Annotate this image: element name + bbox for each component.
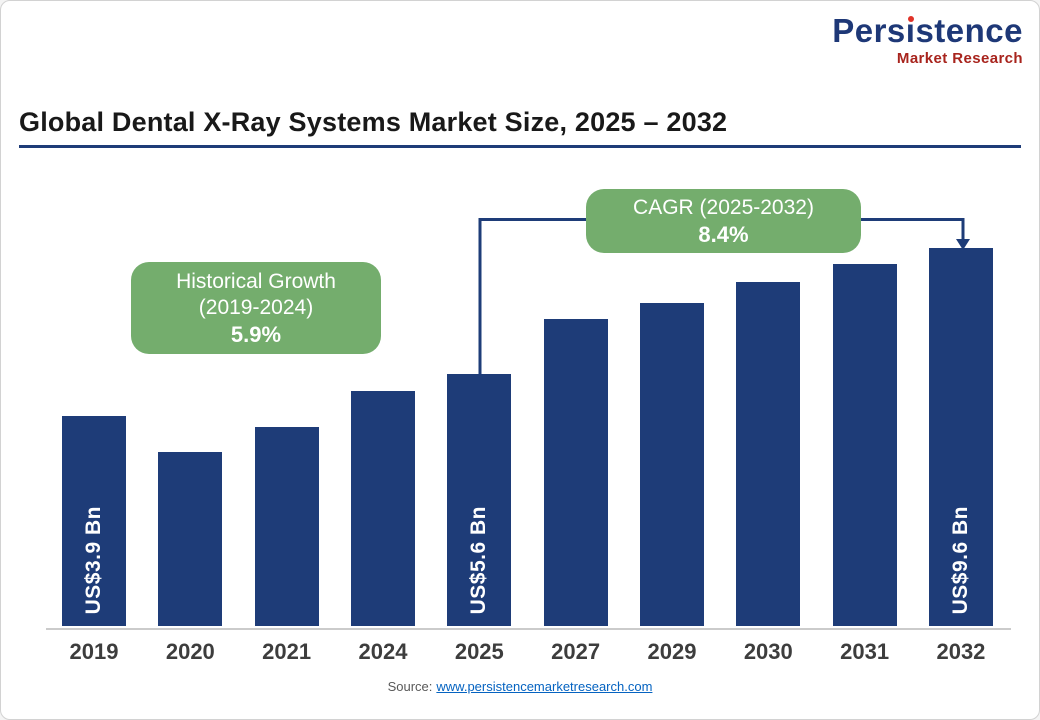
logo-brand: Persı stence <box>832 13 1023 49</box>
historical-callout-line2: (2019-2024) <box>198 296 314 319</box>
year-label-2027: 2027 <box>551 639 601 664</box>
historical-callout-value: 5.9% <box>230 322 282 347</box>
cagr-callout: CAGR (2025-2032) 8.4% <box>586 189 861 253</box>
historical-callout-line1: Historical Growth <box>176 270 336 293</box>
bar-value-label-2025: US$5.6 Bn <box>467 505 491 614</box>
year-label-2032: 2032 <box>936 639 986 664</box>
bar-2031 <box>832 264 897 626</box>
logo-letter-i: ı <box>905 12 916 49</box>
logo: Persı stence Market Research <box>832 13 1023 67</box>
bar-2032: US$9.6 Bn <box>928 248 993 626</box>
year-label-2030: 2030 <box>743 639 793 664</box>
bar-column-2020 <box>158 166 223 626</box>
x-axis-line <box>46 628 1011 630</box>
logo-subtitle: Market Research <box>896 50 1023 67</box>
year-label-2021: 2021 <box>262 639 312 664</box>
bar-2019: US$3.9 Bn <box>62 416 126 626</box>
bar-column-2031 <box>832 166 897 626</box>
source-label: Source: <box>387 679 433 694</box>
bar-value-label-2032: US$9.6 Bn <box>948 505 972 614</box>
bar-2020 <box>158 452 223 626</box>
logo-red-dot-icon <box>907 16 914 22</box>
year-label-2024: 2024 <box>358 639 408 664</box>
bar-column-2021 <box>254 166 319 626</box>
bar-column-2019: US$3.9 Bn <box>62 166 126 626</box>
bar-column-2025: US$5.6 Bn <box>447 166 512 626</box>
bar-2029 <box>639 303 704 626</box>
bar-2027 <box>543 319 608 626</box>
cagr-callout-value: 8.4% <box>698 222 749 247</box>
logo-brand-part1: Pers <box>832 12 906 49</box>
historical-growth-callout: Historical Growth (2019-2024) 5.9% <box>131 262 381 354</box>
year-label-2019: 2019 <box>69 639 119 664</box>
bar-2030 <box>736 282 801 626</box>
title-underline <box>19 145 1021 148</box>
bar-column-2024 <box>350 166 415 626</box>
year-label-2020: 2020 <box>165 639 215 664</box>
bar-2024 <box>350 391 415 626</box>
x-axis-labels: 2019 2020 2021 2024 2025 2027 2029 2030 2031 2032 <box>62 639 993 665</box>
chart-title: Global Dental X-Ray Systems Market Size,… <box>19 107 728 137</box>
cagr-callout-line1: CAGR (2025-2032) <box>633 196 814 219</box>
bar-column-2030 <box>736 166 801 626</box>
year-label-2029: 2029 <box>647 639 697 664</box>
bar-2021 <box>254 427 319 626</box>
bar-chart: US$3.9 Bn US$5.6 Bn US$9.6 Bn <box>62 166 993 626</box>
source-line: Source: www.persistencemarketresearch.com <box>1 679 1039 694</box>
bar-column-2027 <box>543 166 608 626</box>
year-label-2031: 2031 <box>840 639 890 664</box>
year-label-2025: 2025 <box>454 639 504 664</box>
bar-column-2032: US$9.6 Bn <box>928 166 993 626</box>
bar-value-label-2019: US$3.9 Bn <box>82 505 105 614</box>
source-link[interactable]: www.persistencemarketresearch.com <box>436 679 653 694</box>
bar-column-2029 <box>639 166 704 626</box>
logo-brand-part2: stence <box>915 12 1023 49</box>
bar-2025: US$5.6 Bn <box>447 374 512 626</box>
